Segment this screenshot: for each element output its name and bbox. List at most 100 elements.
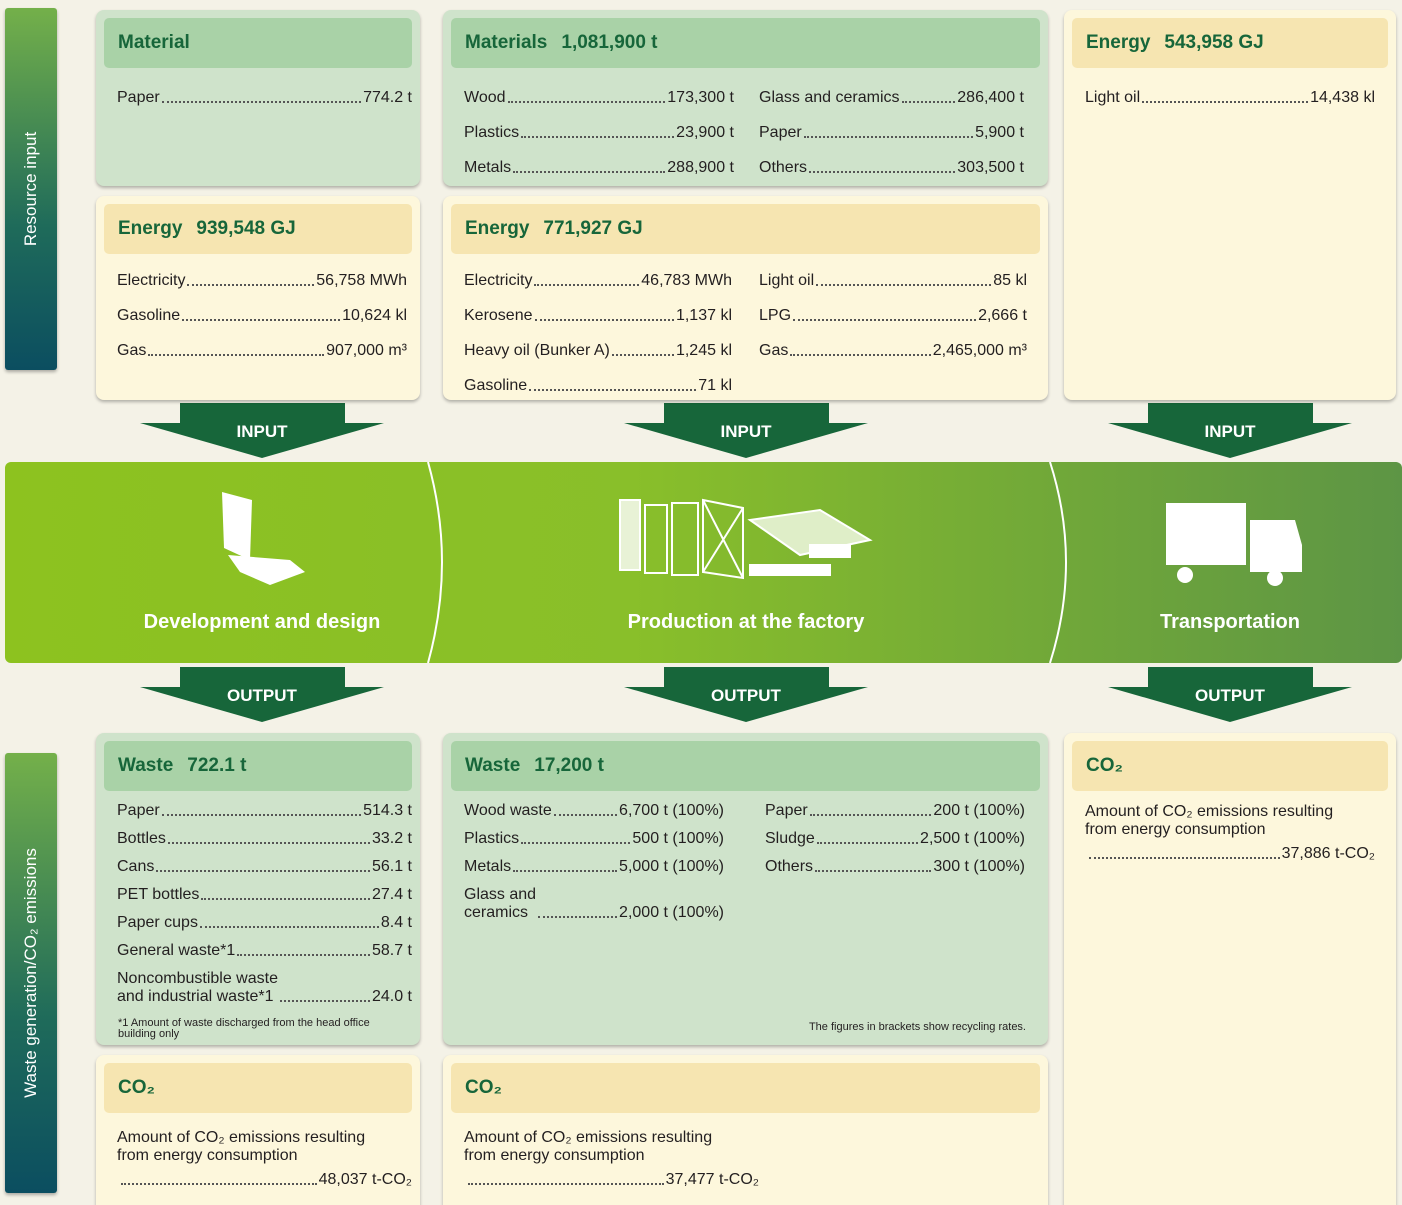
leader-dots — [1089, 857, 1280, 859]
item-value: 14,438 kl — [1310, 89, 1375, 107]
item-value: 24.0 t — [372, 988, 412, 1006]
item-value: 27.4 t — [372, 886, 412, 904]
item-label: Plastics — [464, 124, 519, 142]
item: Paper cups8.4 t — [117, 914, 412, 932]
item-value: 85 kl — [993, 272, 1027, 290]
item-column: Wood173,300 tPlastics23,900 tMetals288,9… — [464, 80, 734, 185]
leader-dots — [521, 842, 630, 844]
leader-dots — [513, 870, 617, 872]
leader-dots — [162, 101, 361, 103]
item-row: Gasoline71 kl — [464, 368, 732, 403]
item-value: 2,666 t — [978, 307, 1027, 325]
panel-title: Waste — [465, 755, 520, 777]
item: Cans56.1 t — [117, 858, 412, 876]
item-row: Paper774.2 t — [117, 80, 412, 115]
leader-dots — [187, 284, 314, 286]
item-row: Others303,500 t — [759, 150, 1024, 185]
item-value: 774.2 t — [363, 89, 412, 107]
item-row: Electricity56,758 MWh — [117, 263, 407, 298]
item-label: Others — [759, 159, 807, 177]
panel-amount: 17,200 t — [534, 755, 604, 777]
co2-block: Amount of CO₂ emissions resulting from e… — [117, 1129, 412, 1189]
leader-dots — [1142, 101, 1308, 103]
leader-dots — [468, 1183, 664, 1185]
item: Plastics500 t (100%) — [464, 830, 724, 848]
panel-title: Energy — [118, 218, 182, 240]
item-row: Light oil 85 kl — [759, 263, 1027, 298]
item-row: Wood173,300 t — [464, 80, 734, 115]
panel-amount: 543,958 GJ — [1164, 32, 1263, 54]
co2-block: Amount of CO₂ emissions resulting from e… — [1085, 803, 1375, 863]
leader-dots — [534, 284, 639, 286]
co2-description: Amount of CO₂ emissions resulting from e… — [1085, 803, 1375, 839]
panel-amount: 722.1 t — [187, 755, 246, 777]
leader-dots — [156, 870, 370, 872]
item-value: 286,400 t — [957, 89, 1024, 107]
item-label: Others — [765, 858, 813, 876]
item-value: 71 kl — [698, 377, 732, 395]
panel-title: CO₂ — [465, 1077, 502, 1099]
item-row: LPG 2,666 t — [759, 298, 1027, 333]
item-label: Metals — [464, 858, 511, 876]
co2-value-row: 37,477 t-CO₂ — [464, 1171, 759, 1189]
panel-title: CO₂ — [1086, 755, 1123, 777]
item-label: Kerosene — [464, 307, 533, 325]
item-value: 23,900 t — [676, 124, 734, 142]
arrow-label: OUTPUT — [227, 686, 298, 705]
item-value: 1,137 kl — [676, 307, 732, 325]
item-label: Paper — [765, 802, 808, 820]
panel-title: Materials — [465, 32, 547, 54]
leader-dots — [200, 926, 379, 928]
panel-note: The figures in brackets show recycling r… — [809, 1022, 1026, 1033]
item-column: Wood waste6,700 t (100%)Plastics500 t (1… — [464, 797, 724, 927]
item-label: LPG — [759, 307, 791, 325]
item: Paper514.3 t — [117, 802, 412, 820]
panel-header: Waste 17,200 t — [451, 741, 1040, 791]
panel: Material Paper774.2 t — [96, 10, 420, 186]
item-label: Plastics — [464, 830, 519, 848]
co2-value: 37,477 t-CO₂ — [666, 1171, 759, 1189]
item: Paper200 t (100%) — [765, 802, 1025, 820]
item-row: Paper514.3 t — [117, 797, 412, 825]
item-label: Glass and ceramics — [464, 886, 536, 922]
panel-header: CO₂ — [451, 1063, 1040, 1113]
item-row: Gasoline10,624 kl — [117, 298, 407, 333]
item-row: Sludge2,500 t (100%) — [765, 825, 1025, 853]
leader-dots — [809, 171, 955, 173]
item-label: Light oil — [759, 272, 814, 290]
co2-description: Amount of CO₂ emissions resulting from e… — [464, 1129, 759, 1165]
panel-header: Material — [104, 18, 412, 68]
panel-header: CO₂ — [104, 1063, 412, 1113]
item-column: Light oil85 klLPG2,666 tGas2,465,000 m³ — [759, 263, 1027, 368]
co2-value-row: 37,886 t-CO₂ — [1085, 845, 1375, 863]
item-value: 1,245 kl — [676, 342, 732, 360]
leader-dots — [612, 354, 674, 356]
item-row: Light oil14,438 kl — [1085, 80, 1375, 115]
item-value: 288,900 t — [667, 159, 734, 177]
leader-dots — [790, 354, 930, 356]
item-label: Paper — [759, 124, 802, 142]
item-row: General waste*158.7 t — [117, 937, 412, 965]
item-label: Electricity — [464, 272, 532, 290]
leader-dots — [816, 284, 991, 286]
item-value: 2,500 t (100%) — [920, 830, 1025, 848]
item-label: Gasoline — [117, 307, 180, 325]
item-row: Kerosene 1,137 kl — [464, 298, 732, 333]
item-value: 5,000 t (100%) — [619, 858, 724, 876]
leader-dots — [201, 898, 370, 900]
panel: CO₂ Amount of CO₂ emissions resulting fro… — [443, 1055, 1048, 1205]
